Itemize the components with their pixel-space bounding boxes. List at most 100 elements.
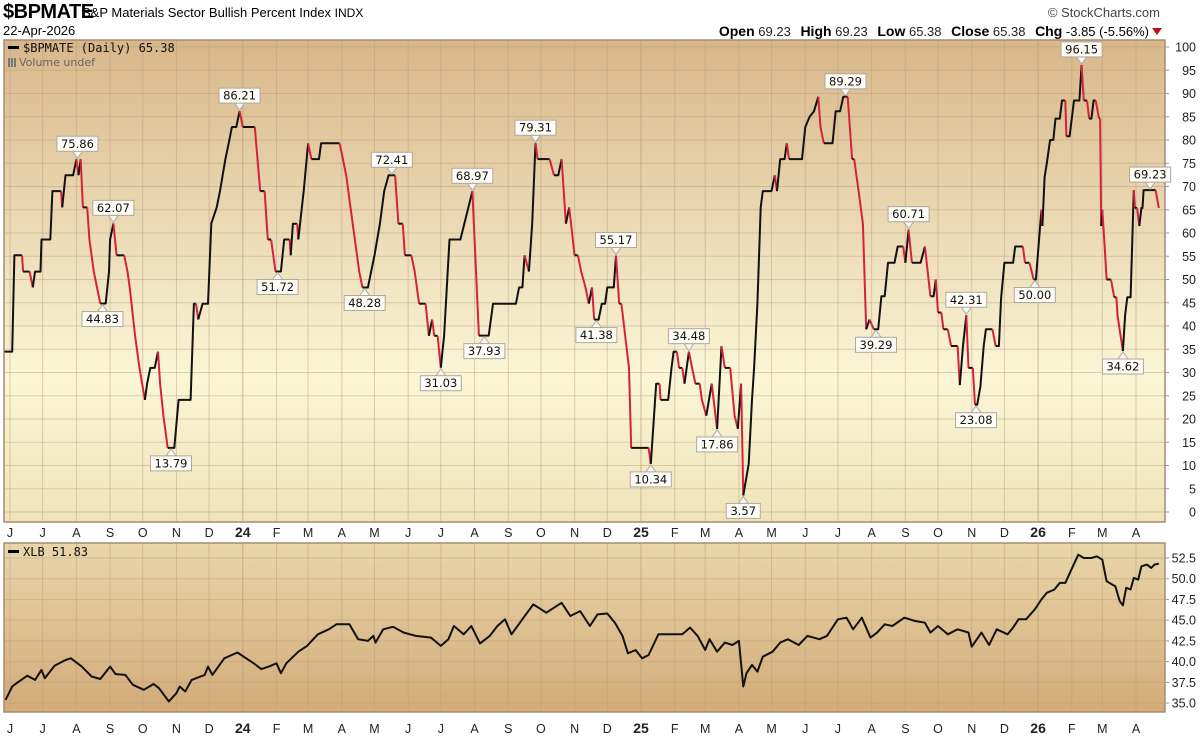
x-tick-label: M (369, 722, 379, 736)
callout-box (419, 375, 462, 392)
y-tick-label: 50 (1182, 273, 1196, 287)
value-callout: 72.41 (370, 151, 413, 176)
bpmate-line-rising (1138, 189, 1156, 227)
bpmate-line-rising (554, 158, 563, 177)
bpmate-line-falling (729, 367, 739, 430)
y-tick-label: 70 (1182, 180, 1196, 194)
bpmate-line-falling (436, 335, 442, 368)
bpmate-line-falling (394, 175, 400, 224)
bpmate-legend-text: $BPMATE (Daily) 65.38 (23, 41, 175, 55)
bpmate-line-rising (1033, 209, 1043, 281)
y-tick-label: 0 (1189, 506, 1196, 520)
bpmate-line-falling (658, 383, 662, 400)
bpmate-line-falling (560, 159, 567, 224)
xlb-price-line (4, 553, 1160, 703)
bpmate-line-falling (965, 315, 970, 368)
value-callout: 17.86 (696, 429, 739, 453)
value-callout: 39.29 (854, 329, 897, 353)
x-tick-label: O (536, 526, 546, 540)
x-tick-label: D (205, 722, 214, 736)
callout-box (343, 294, 386, 311)
bpmate-line-falling (817, 96, 825, 144)
y-tick-label: 85 (1182, 110, 1196, 124)
x-tick-label: N (570, 526, 579, 540)
callout-box (575, 327, 618, 344)
y-tick-label: 30 (1182, 366, 1196, 380)
bpmate-line-falling (123, 255, 146, 401)
stockcharts-copyright[interactable]: © StockCharts.com (1047, 5, 1160, 20)
x-tick-label: S (504, 526, 512, 540)
y-tick-label: 52.5 (1172, 552, 1196, 566)
bpmate-line-falling (270, 239, 277, 272)
bpmate-line-falling (238, 110, 244, 128)
x-tick-label: O (536, 722, 546, 736)
value-callout: 37.93 (463, 335, 506, 360)
callout-box (514, 119, 557, 136)
bpmate-line-falling (853, 158, 868, 330)
y-tick-label: 5 (1189, 482, 1196, 496)
symbol-title: $BPMATE (3, 1, 94, 23)
symbol-description: S&P Materials Sector Bullish Percent Ind… (82, 5, 363, 20)
callout-box (1101, 358, 1144, 375)
x-tick-label: D (205, 526, 214, 540)
y-tick-label: 15 (1182, 436, 1196, 450)
x-tick-label: J (802, 722, 808, 736)
bpmate-line-falling (534, 143, 539, 160)
open-value: 69.23 (758, 24, 791, 39)
x-tick-label: M (1097, 722, 1107, 736)
y-tick-label: 45.0 (1172, 614, 1196, 628)
bpmate-line-rising (823, 95, 848, 145)
y-tick-label: 55 (1182, 250, 1196, 264)
y-tick-label: 100 (1175, 41, 1196, 55)
bpmate-line-falling (471, 191, 480, 336)
callout-box (56, 135, 99, 152)
callout-label: 55.17 (600, 233, 633, 247)
bpmate-line-rising (197, 110, 241, 320)
high-label: High (800, 23, 832, 39)
callout-label: 31.03 (424, 376, 457, 390)
bpmate-line-rising (297, 143, 310, 240)
callout-label: 60.71 (892, 207, 925, 221)
y-tick-label: 10 (1182, 459, 1196, 473)
bpmate-line-rising (1089, 99, 1096, 120)
high-value: 69.23 (835, 24, 868, 39)
x-tick-label: M (369, 526, 379, 540)
x-tick-label: F (273, 526, 281, 540)
x-tick-label: 26 (1030, 720, 1046, 736)
value-callout: 96.15 (1060, 41, 1103, 65)
callout-label: 39.29 (860, 338, 893, 352)
callout-label: 34.62 (1106, 360, 1139, 374)
bpmate-line-rising (904, 229, 910, 263)
x-tick-label: J (40, 722, 46, 736)
x-tick-label: D (603, 526, 612, 540)
x-tick-label: A (867, 722, 876, 736)
bpmate-line-rising (61, 159, 78, 208)
bpmate-line-falling (687, 351, 697, 384)
xlb-legend-text: XLB 51.83 (23, 545, 89, 559)
callout-label: 42.31 (950, 293, 983, 307)
callout-label: 48.28 (348, 296, 381, 310)
x-tick-label: J (438, 722, 444, 736)
x-tick-label: F (671, 722, 679, 736)
value-callout: 48.28 (343, 287, 386, 311)
y-tick-label: 42.5 (1172, 634, 1196, 648)
callout-box (854, 336, 897, 353)
bpmate-line-rising (873, 245, 904, 331)
x-tick-label: J (405, 526, 411, 540)
x-tick-label: J (835, 722, 841, 736)
bpmate-line-rising (975, 328, 993, 406)
bpmate-line-rising (865, 319, 871, 330)
close-label: Close (951, 23, 990, 39)
bpmate-line-falling (1080, 64, 1085, 101)
x-tick-label: F (273, 722, 281, 736)
value-callout: 41.38 (575, 319, 618, 344)
x-tick-label: J (40, 526, 46, 540)
bpmate-line-falling (868, 319, 875, 330)
x-tick-label: J (405, 722, 411, 736)
value-callout: 10.34 (629, 464, 672, 488)
bpmate-line-rising (716, 345, 723, 430)
x-tick-label: M (700, 722, 710, 736)
bpmate-line-falling (620, 303, 633, 448)
bpmate-line-falling (991, 329, 997, 347)
value-callout: 34.48 (667, 328, 710, 352)
